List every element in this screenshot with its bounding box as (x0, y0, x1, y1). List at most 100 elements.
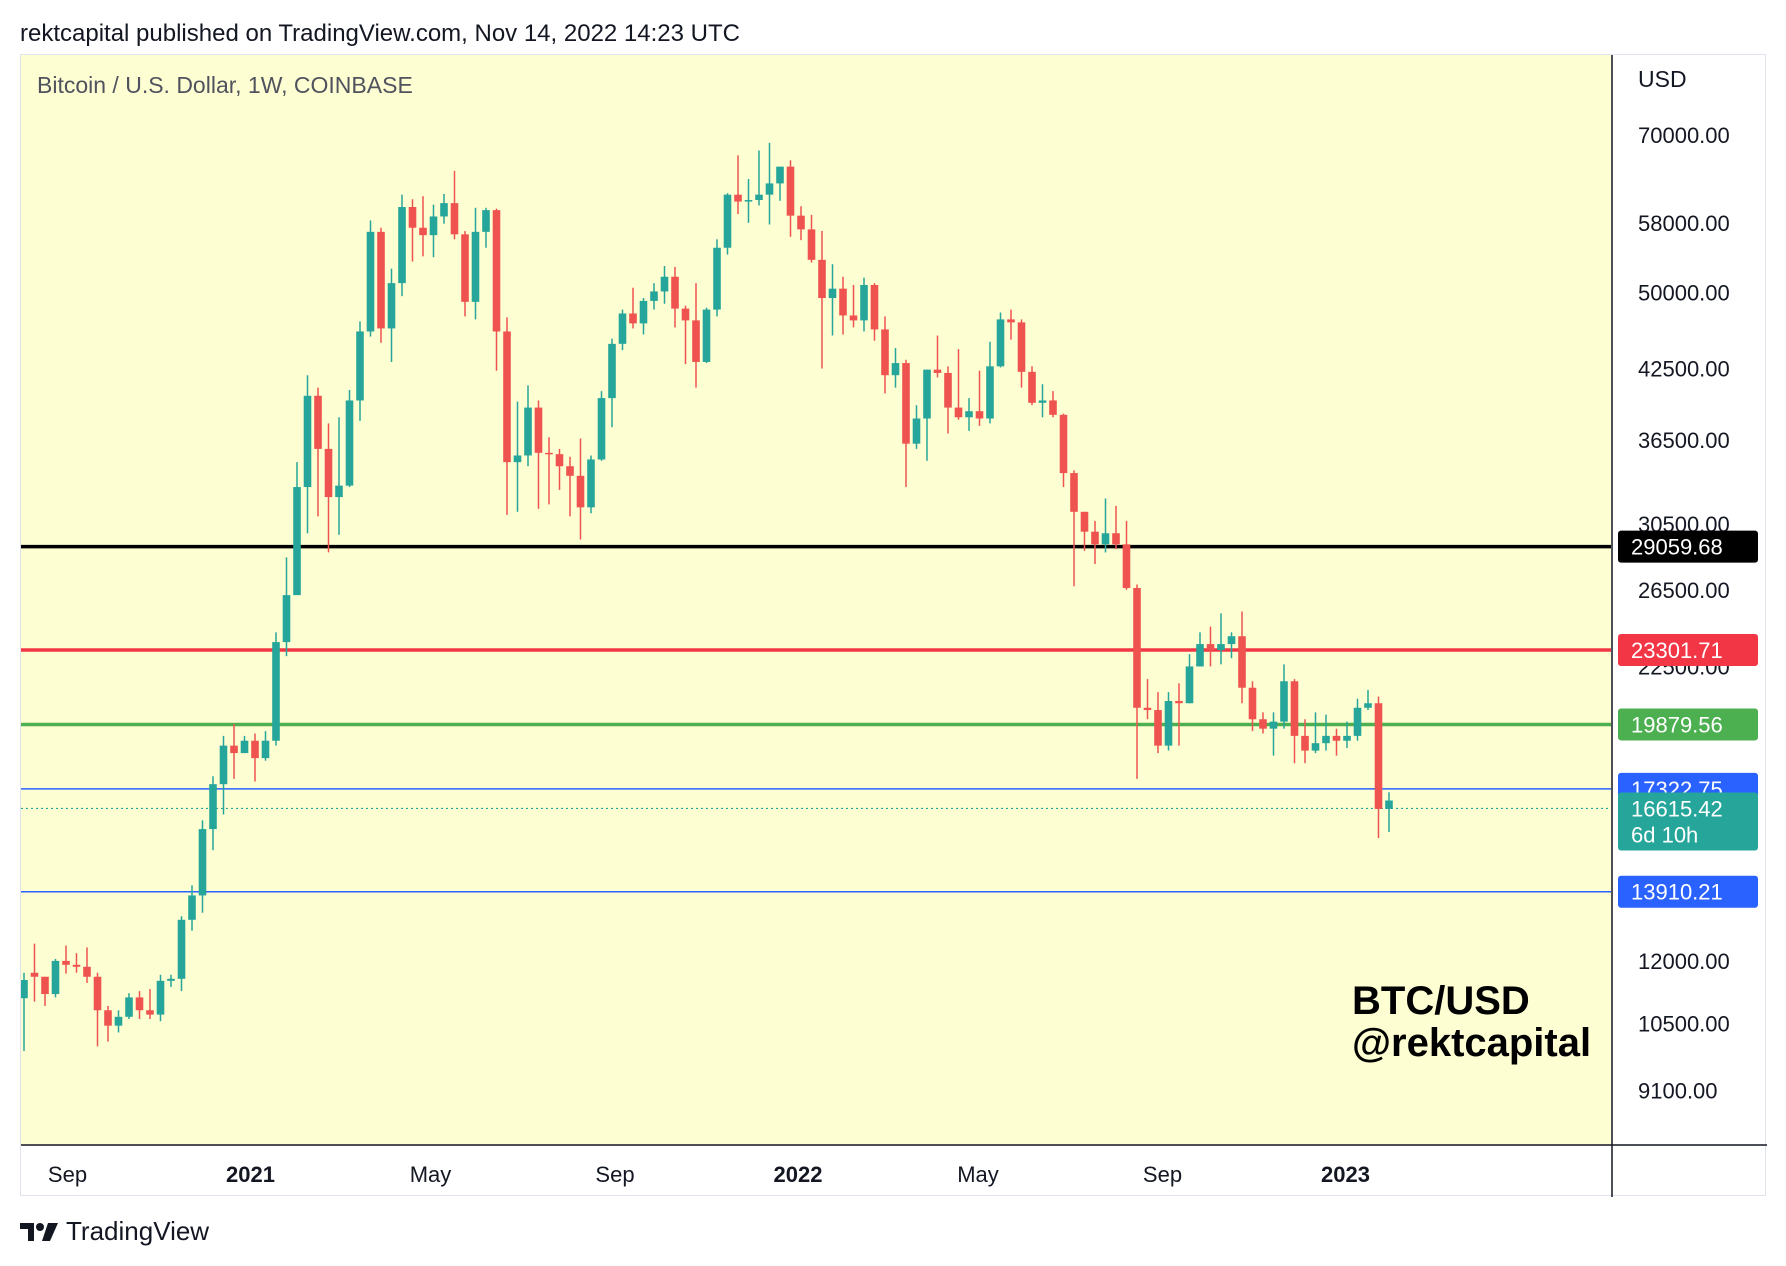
candle[interactable] (125, 993, 133, 1019)
candle[interactable] (839, 276, 847, 335)
candle[interactable] (534, 400, 543, 509)
candle[interactable] (21, 972, 28, 1052)
candle[interactable] (1175, 683, 1183, 746)
candle[interactable] (681, 305, 690, 365)
candle[interactable] (629, 287, 637, 329)
candle[interactable] (671, 266, 679, 328)
candle[interactable] (734, 155, 742, 215)
candle[interactable] (965, 398, 973, 431)
candle[interactable] (261, 731, 270, 761)
candle[interactable] (72, 953, 81, 973)
candle[interactable] (51, 958, 60, 998)
candle[interactable] (272, 632, 280, 746)
candle[interactable] (723, 193, 732, 255)
candle[interactable] (377, 227, 385, 343)
candle[interactable] (366, 220, 375, 337)
candle[interactable] (1164, 692, 1173, 751)
candle[interactable] (335, 417, 343, 535)
candle[interactable] (1269, 712, 1278, 756)
candle[interactable] (849, 284, 858, 328)
candle[interactable] (408, 199, 417, 262)
level-price-tag[interactable]: 29059.68 (1618, 530, 1758, 563)
candle[interactable] (1112, 505, 1120, 550)
candle[interactable] (282, 557, 291, 657)
candle[interactable] (1154, 692, 1162, 754)
candle[interactable] (954, 349, 963, 420)
candle[interactable] (818, 231, 826, 369)
candle[interactable] (524, 385, 532, 467)
candle[interactable] (1290, 679, 1299, 764)
candle[interactable] (608, 338, 616, 428)
candle[interactable] (1049, 391, 1057, 418)
candle[interactable] (62, 945, 70, 974)
candle[interactable] (1353, 698, 1362, 741)
candle[interactable] (230, 723, 238, 779)
candle[interactable] (944, 366, 952, 434)
candle[interactable] (83, 947, 91, 983)
candle[interactable] (870, 283, 879, 341)
candle[interactable] (650, 283, 658, 310)
candle[interactable] (104, 1005, 112, 1042)
candle[interactable] (1322, 714, 1330, 751)
candle[interactable] (324, 423, 333, 553)
candle[interactable] (492, 208, 501, 371)
candle[interactable] (1332, 728, 1341, 756)
candle[interactable] (744, 178, 753, 223)
candle[interactable] (398, 194, 406, 297)
candle[interactable] (755, 150, 763, 206)
candlestick-chart[interactable]: Bitcoin / U.S. Dollar, 1W, COINBASE USD … (21, 55, 1767, 1197)
candle[interactable] (1364, 689, 1372, 711)
candle[interactable] (503, 317, 511, 515)
candle[interactable] (1007, 309, 1015, 340)
candle[interactable] (902, 359, 910, 488)
candle[interactable] (660, 265, 669, 304)
candle[interactable] (513, 401, 522, 512)
candle[interactable] (188, 885, 196, 931)
candle[interactable] (555, 448, 564, 490)
candle[interactable] (1206, 626, 1215, 667)
candle[interactable] (429, 204, 438, 258)
level-price-tag[interactable]: 19879.56 (1618, 708, 1758, 741)
candle[interactable] (618, 309, 627, 351)
candle[interactable] (1301, 719, 1309, 764)
candle[interactable] (1070, 470, 1078, 587)
candle[interactable] (419, 196, 427, 257)
candle[interactable] (1343, 721, 1351, 749)
candle[interactable] (167, 974, 175, 987)
candle[interactable] (891, 348, 900, 388)
candle[interactable] (1143, 679, 1152, 720)
candle[interactable] (881, 316, 889, 394)
candle[interactable] (639, 298, 648, 335)
candle[interactable] (1059, 413, 1068, 488)
candle[interactable] (1217, 613, 1225, 665)
candle[interactable] (986, 341, 994, 424)
candle[interactable] (387, 268, 396, 362)
candle[interactable] (1227, 632, 1236, 659)
candle[interactable] (356, 321, 364, 421)
candle[interactable] (1196, 632, 1204, 667)
candle[interactable] (702, 307, 711, 364)
candle[interactable] (156, 974, 165, 1022)
candle[interactable] (293, 462, 301, 596)
candle[interactable] (975, 370, 984, 426)
candle[interactable] (1122, 520, 1131, 590)
candle[interactable] (314, 387, 322, 517)
candle[interactable] (1101, 498, 1110, 553)
candle[interactable] (177, 916, 186, 992)
candle[interactable] (1385, 792, 1393, 833)
candle[interactable] (576, 438, 585, 540)
candle[interactable] (996, 312, 1005, 368)
candle[interactable] (1038, 384, 1047, 418)
candle[interactable] (1017, 319, 1026, 388)
candle[interactable] (776, 166, 784, 201)
candle[interactable] (828, 264, 837, 336)
candle[interactable] (1185, 654, 1194, 704)
candle[interactable] (566, 456, 574, 517)
candle[interactable] (303, 375, 312, 534)
candle[interactable] (1080, 511, 1089, 551)
candle[interactable] (1028, 366, 1036, 406)
candle[interactable] (471, 207, 480, 320)
candle[interactable] (587, 455, 595, 514)
candle[interactable] (41, 976, 49, 1006)
